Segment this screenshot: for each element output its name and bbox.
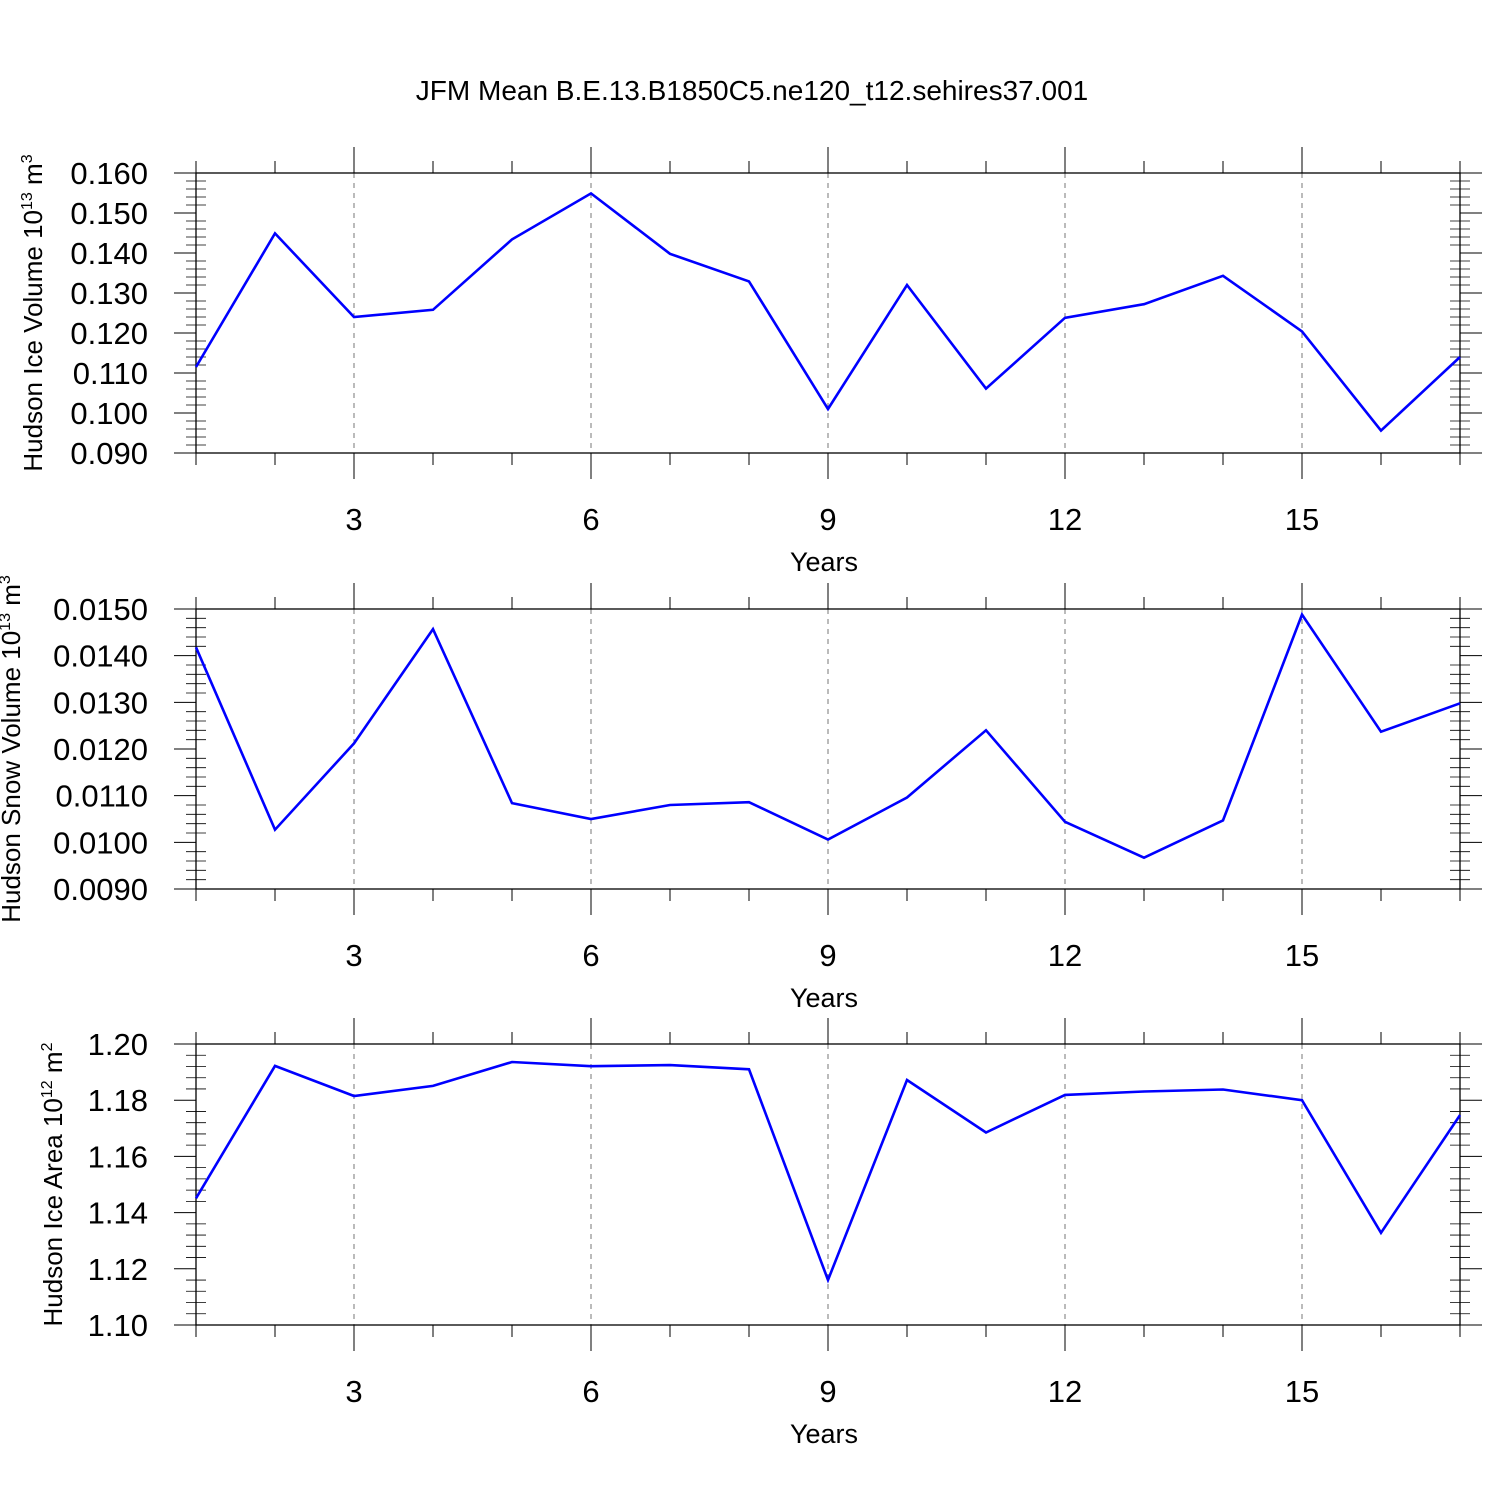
y-tick-label: 0.0090 [53, 872, 148, 907]
y-axis-label-part: 12 [39, 1080, 56, 1098]
y-tick-label: 1.16 [88, 1139, 148, 1174]
x-axis-label: Years [790, 1419, 858, 1449]
y-axis-label: Hudson Ice Volume 1013 m3 [18, 154, 48, 471]
y-tick-label: 0.110 [73, 356, 148, 391]
y-axis-label-part: m [18, 163, 48, 192]
y-axis-label-part: 2 [39, 1042, 56, 1051]
y-tick-label: 1.18 [88, 1083, 148, 1118]
y-axis-label-part: 13 [19, 192, 36, 210]
y-axis-label-part: 3 [0, 575, 14, 584]
y-axis-label: Hudson Snow Volume 1013 m3 [0, 575, 26, 923]
y-tick-label: 0.090 [70, 436, 148, 471]
y-tick-label: 1.14 [88, 1196, 148, 1231]
x-tick-label: 3 [345, 938, 362, 973]
y-axis-label-part: Hudson Ice Area 10 [38, 1098, 68, 1326]
panels: 3 6 9 12 15 0.090 0.100 0.110 0.120 0.130 0.140 0.1… [0, 147, 1482, 1449]
x-tick-label: 12 [1048, 1374, 1082, 1409]
y-axis-label-part: Hudson Snow Volume 10 [0, 631, 26, 923]
x-axis-label: Years [790, 547, 858, 577]
x-axis-label: Years [790, 983, 858, 1013]
y-tick-label: 0.0120 [53, 732, 148, 767]
x-tick-label: 15 [1285, 502, 1319, 537]
x-tick-label: 6 [582, 1374, 599, 1409]
y-tick-label: 0.140 [70, 236, 148, 271]
y-tick-label: 1.10 [88, 1308, 148, 1343]
y-axis-label-part: m [38, 1051, 68, 1080]
y-tick-label: 0.150 [70, 196, 148, 231]
y-axis-label-part: Hudson Ice Volume 10 [18, 210, 48, 472]
y-tick-label: 0.0110 [55, 779, 148, 814]
x-tick-label: 9 [819, 502, 836, 537]
y-tick-label: 0.130 [70, 276, 148, 311]
y-axis-label-part: 3 [19, 154, 36, 163]
panel-2: 3 6 9 12 15 0.0090 0.0100 0.0110 0.0120 0.0130 0.0… [0, 575, 1482, 1013]
panel-1: 3 6 9 12 15 0.090 0.100 0.110 0.120 0.130 0.140 0.1… [18, 147, 1482, 577]
y-tick-label: 0.0100 [53, 825, 148, 860]
x-tick-label: 6 [582, 938, 599, 973]
panel-3: 3 6 9 12 15 1.10 1.12 1.14 1.16 1.18 1.20 Years Huds… [38, 1018, 1482, 1449]
series-line [194, 1060, 1462, 1284]
chart-title: JFM Mean B.E.13.B1850C5.ne120_t12.sehire… [416, 75, 1088, 106]
y-axis-label-part: 13 [0, 613, 14, 631]
y-tick-label: 0.0140 [53, 639, 148, 674]
y-tick-label: 0.120 [70, 316, 148, 351]
x-tick-label: 15 [1285, 938, 1319, 973]
x-tick-label: 6 [582, 502, 599, 537]
x-tick-label: 3 [345, 1374, 362, 1409]
y-tick-label: 0.160 [70, 156, 148, 191]
x-tick-label: 9 [819, 1374, 836, 1409]
series-line [194, 191, 1461, 433]
x-tick-label: 3 [345, 502, 362, 537]
x-tick-label: 12 [1048, 938, 1082, 973]
x-tick-label: 12 [1048, 502, 1082, 537]
x-tick-label: 15 [1285, 1374, 1319, 1409]
y-tick-label: 1.20 [88, 1027, 148, 1062]
x-tick-label: 9 [819, 938, 836, 973]
series-line [194, 611, 1461, 860]
y-tick-label: 0.0150 [53, 592, 148, 627]
y-tick-label: 0.100 [70, 396, 148, 431]
y-tick-label: 1.12 [88, 1252, 148, 1287]
y-axis-label-part: m [0, 584, 26, 613]
y-axis-label: Hudson Ice Area 1012 m2 [38, 1042, 68, 1326]
y-tick-label: 0.0130 [53, 685, 148, 720]
